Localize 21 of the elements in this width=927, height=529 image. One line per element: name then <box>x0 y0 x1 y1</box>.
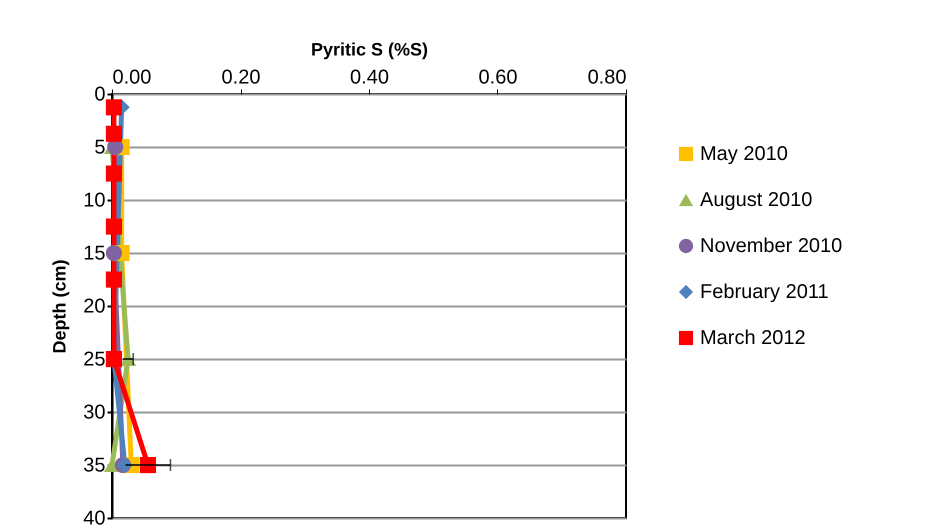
y-axis-title: Depth (cm) <box>49 259 70 354</box>
legend-label: February 2011 <box>700 281 829 303</box>
x-axis-title: Pyritic S (%S) <box>310 40 428 60</box>
y-tick-label: 25 <box>83 348 106 370</box>
y-tick-label: 15 <box>83 242 106 264</box>
x-tick-label: 0.40 <box>350 66 389 88</box>
x-tick-label: 0.00 <box>112 66 152 88</box>
y-tick-label: 35 <box>83 454 106 476</box>
y-tick-label: 20 <box>83 296 106 318</box>
y-tick-label: 0 <box>94 84 106 106</box>
x-tick-label: 0.60 <box>478 66 518 88</box>
legend-label: May 2010 <box>700 143 788 165</box>
legend-label: November 2010 <box>700 235 842 257</box>
y-tick-label: 5 <box>94 136 106 158</box>
x-tick-label: 0.20 <box>222 66 260 88</box>
y-tick-label: 40 <box>83 508 106 529</box>
y-tick-label: 30 <box>83 402 106 424</box>
legend-label: August 2010 <box>700 189 812 211</box>
y-tick-label: 10 <box>83 190 106 212</box>
x-tick-label: 0.80 <box>588 66 626 88</box>
legend-label: March 2012 <box>700 327 806 349</box>
